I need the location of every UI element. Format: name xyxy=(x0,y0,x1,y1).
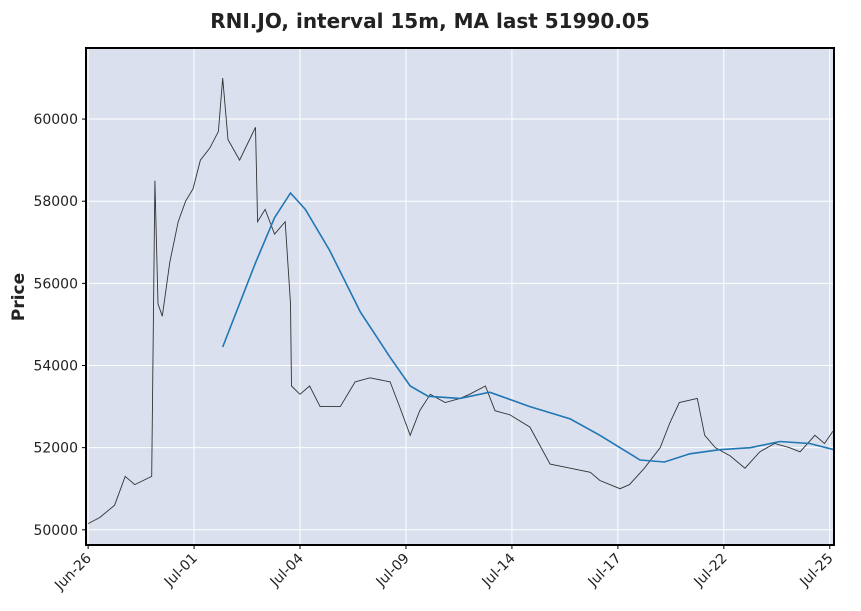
price-line xyxy=(87,77,834,524)
x-tick-label: Jul-14 xyxy=(479,550,519,590)
y-tick-label: 50000 xyxy=(33,523,78,539)
plot-frame xyxy=(85,47,835,546)
x-tick-label: Jul-09 xyxy=(373,551,413,591)
y-tick-label: 60000 xyxy=(33,112,78,128)
x-tick-label: Jul-25 xyxy=(796,551,836,591)
y-axis-label: Price xyxy=(9,273,29,321)
y-tick-label: 52000 xyxy=(33,441,78,457)
y-tick-label: 58000 xyxy=(33,194,78,210)
x-tick-label: Jun-26 xyxy=(51,550,95,594)
chart-title: RNI.JO, interval 15m, MA last 51990.05 xyxy=(210,9,650,33)
y-tick-label: 56000 xyxy=(33,276,78,292)
plot-area xyxy=(86,48,834,545)
x-tick-label: Jul-22 xyxy=(691,551,731,591)
x-tick-label: Jul-01 xyxy=(161,551,201,591)
x-tick-label: Jul-17 xyxy=(585,551,625,591)
x-tick-label: Jul-04 xyxy=(267,550,307,590)
y-tick-label: 54000 xyxy=(33,359,78,375)
ma-line xyxy=(221,191,835,463)
